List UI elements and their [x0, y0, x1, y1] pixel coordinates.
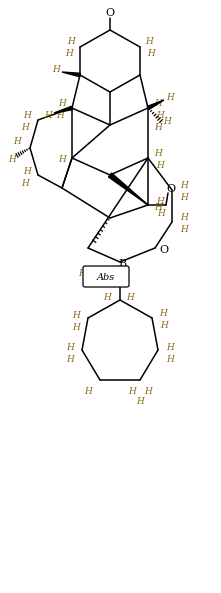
- Text: H: H: [44, 110, 52, 120]
- Text: H: H: [128, 387, 136, 397]
- Text: H: H: [156, 196, 164, 206]
- Text: H: H: [166, 343, 174, 352]
- Text: H: H: [78, 269, 86, 278]
- Text: H: H: [66, 355, 74, 365]
- Text: H: H: [56, 111, 64, 120]
- Text: H: H: [160, 321, 168, 330]
- Text: H: H: [180, 213, 188, 222]
- Text: H: H: [163, 117, 171, 126]
- FancyBboxPatch shape: [83, 266, 129, 287]
- Text: H: H: [166, 355, 174, 365]
- Text: H: H: [126, 292, 134, 301]
- Text: O: O: [166, 184, 175, 194]
- Text: H: H: [154, 149, 162, 158]
- Polygon shape: [147, 100, 164, 110]
- Text: H: H: [66, 343, 74, 352]
- Text: H: H: [23, 110, 31, 120]
- Text: H: H: [156, 111, 164, 120]
- Text: H: H: [72, 324, 80, 333]
- Text: H: H: [65, 49, 73, 59]
- Text: Abs: Abs: [97, 273, 115, 282]
- Text: H: H: [8, 155, 16, 164]
- Text: H: H: [159, 310, 167, 318]
- Text: H: H: [52, 65, 60, 75]
- Text: H: H: [157, 209, 165, 218]
- Text: H: H: [144, 387, 152, 397]
- Text: H: H: [154, 202, 162, 212]
- Text: H: H: [84, 387, 92, 397]
- Polygon shape: [54, 106, 72, 113]
- Text: H: H: [154, 123, 162, 132]
- Polygon shape: [109, 173, 148, 205]
- Text: H: H: [72, 311, 80, 320]
- Text: H: H: [21, 123, 29, 132]
- Text: H: H: [136, 397, 144, 406]
- Text: H: H: [103, 292, 111, 301]
- Text: O: O: [105, 8, 114, 18]
- Text: O: O: [159, 245, 169, 255]
- Text: H: H: [145, 37, 153, 46]
- Text: H: H: [58, 155, 66, 164]
- Text: H: H: [166, 93, 174, 101]
- Text: H: H: [21, 180, 29, 189]
- Text: H: H: [154, 100, 162, 109]
- Polygon shape: [62, 72, 80, 76]
- Text: H: H: [156, 161, 164, 171]
- Text: H: H: [58, 100, 66, 109]
- Text: H: H: [147, 49, 155, 59]
- Text: B: B: [118, 259, 126, 269]
- Text: H: H: [180, 193, 188, 202]
- Text: H: H: [180, 225, 188, 234]
- Text: H: H: [180, 181, 188, 190]
- Text: H: H: [67, 37, 75, 46]
- Text: H: H: [13, 138, 21, 146]
- Text: H: H: [23, 167, 31, 177]
